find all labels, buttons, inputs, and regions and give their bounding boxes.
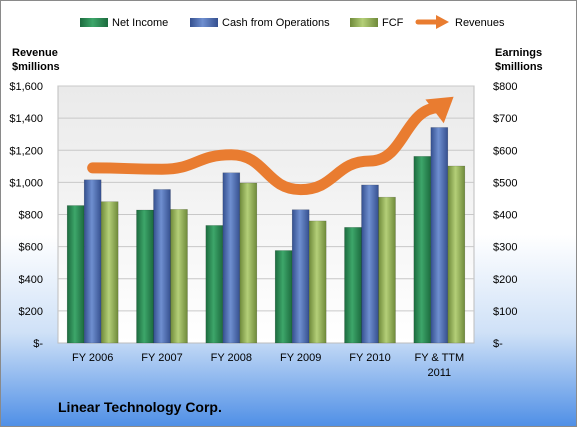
right-tick-label: $700 bbox=[493, 113, 517, 125]
right-tick-label: $600 bbox=[493, 145, 517, 157]
revenue-line bbox=[87, 96, 454, 196]
right-axis-ticks: $- $100 $200 $300 $400 $500 $600 $700 $800 bbox=[493, 81, 517, 350]
right-axis-title-line-2: $millions bbox=[495, 61, 543, 73]
right-axis-title-line-1: Earnings bbox=[495, 47, 542, 59]
left-tick-label: $1,000 bbox=[9, 177, 43, 189]
bar-cash-from-operations-fy-2006 bbox=[83, 179, 102, 344]
left-tick-label: $800 bbox=[19, 210, 43, 222]
bar-fcf-fy-2009 bbox=[308, 220, 327, 344]
left-tick-label: $1,200 bbox=[9, 145, 43, 157]
bar-fcf-fy-2008 bbox=[239, 182, 258, 344]
bar-fcf-fy-ttm-2011 bbox=[447, 165, 466, 344]
legend-label-revenues: Revenues bbox=[455, 17, 505, 29]
left-axis-ticks: $- $200 $400 $600 $800 $1,000 $1,200 $1,400 $1,6… bbox=[9, 81, 43, 350]
legend-label-cash-from-operations: Cash from Operations bbox=[222, 17, 330, 29]
right-tick-label: $- bbox=[493, 338, 503, 350]
arrowhead-icon bbox=[425, 96, 454, 124]
bar-fcf-fy-2007 bbox=[170, 209, 188, 344]
right-tick-label: $100 bbox=[493, 306, 517, 318]
bar-net-income-fy-2007 bbox=[136, 209, 154, 344]
x-tick-label: FY 2008 bbox=[211, 352, 252, 364]
legend-swatch-fcf bbox=[350, 18, 378, 27]
revenues-arrowhead bbox=[425, 96, 454, 124]
company-name: Linear Technology Corp. bbox=[58, 399, 222, 415]
legend-label-net-income: Net Income bbox=[112, 17, 168, 29]
x-tick-label: 2011 bbox=[428, 367, 452, 379]
legend-item-cash-from-operations: Cash from Operations bbox=[190, 17, 330, 29]
left-axis-title-line-1: Revenue bbox=[12, 47, 58, 59]
bars bbox=[66, 127, 466, 344]
bar-net-income-fy-2009 bbox=[274, 250, 293, 344]
left-tick-label: $- bbox=[33, 338, 43, 350]
x-axis-ticks: FY 2006 FY 2007 FY 2008 FY 2009 FY 2010 FY & … bbox=[72, 352, 464, 379]
right-tick-label: $400 bbox=[493, 210, 517, 222]
right-tick-label: $800 bbox=[493, 81, 517, 93]
legend-label-fcf: FCF bbox=[382, 17, 404, 29]
bar-net-income-fy-2006 bbox=[66, 205, 85, 344]
bar-fcf-fy-2010 bbox=[378, 196, 396, 344]
legend-item-fcf: FCF bbox=[350, 17, 404, 29]
right-tick-label: $300 bbox=[493, 242, 517, 254]
left-tick-label: $200 bbox=[19, 306, 43, 318]
x-tick-label: FY & TTM bbox=[414, 352, 464, 364]
x-tick-label: FY 2007 bbox=[141, 352, 182, 364]
bar-cash-from-operations-fy-2007 bbox=[153, 189, 171, 344]
bar-net-income-fy-2010 bbox=[344, 227, 362, 344]
bar-net-income-fy-2008 bbox=[205, 225, 224, 344]
left-tick-label: $400 bbox=[19, 274, 43, 286]
legend-swatch-cash-from-operations bbox=[190, 18, 218, 27]
legend-item-net-income: Net Income bbox=[80, 17, 168, 29]
left-axis-title-line-2: $millions bbox=[12, 61, 60, 73]
bar-cash-from-operations-fy-2010 bbox=[361, 184, 379, 344]
bar-fcf-fy-2006 bbox=[100, 201, 119, 344]
legend-item-revenues: Revenues bbox=[415, 15, 505, 29]
legend: Net Income Cash from Operations FCF Reve… bbox=[80, 15, 505, 29]
right-tick-label: $200 bbox=[493, 274, 517, 286]
bar-cash-from-operations-fy-2009 bbox=[291, 209, 310, 344]
x-tick-label: FY 2006 bbox=[72, 352, 113, 364]
right-tick-label: $500 bbox=[493, 177, 517, 189]
legend-swatch-net-income bbox=[80, 18, 108, 27]
bar-net-income-fy-ttm-2011 bbox=[413, 156, 432, 344]
x-tick-label: FY 2009 bbox=[280, 352, 321, 364]
x-tick-label: FY 2010 bbox=[349, 352, 390, 364]
bar-cash-from-operations-fy-2008 bbox=[222, 172, 241, 344]
gridlines bbox=[58, 85, 474, 312]
legend-arrow-icon bbox=[436, 15, 449, 29]
left-tick-label: $1,600 bbox=[9, 81, 43, 93]
left-tick-label: $1,400 bbox=[9, 113, 43, 125]
bar-cash-from-operations-fy-ttm-2011 bbox=[430, 127, 449, 344]
left-tick-label: $600 bbox=[19, 242, 43, 254]
